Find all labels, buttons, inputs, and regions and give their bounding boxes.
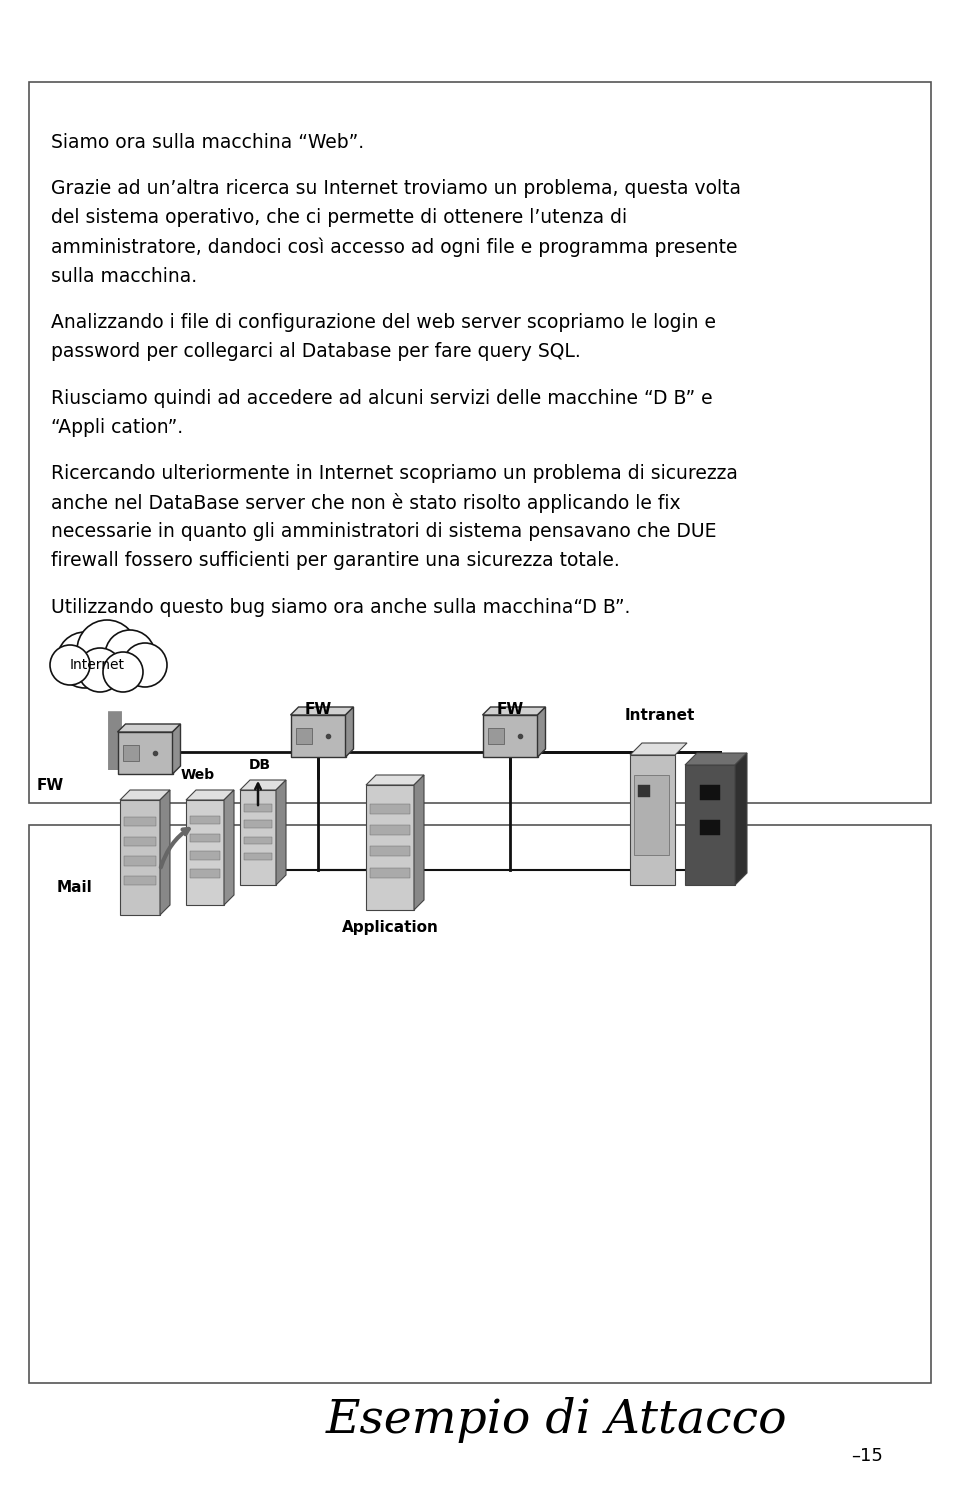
Text: DB: DB [249,758,271,772]
Circle shape [105,630,155,680]
Circle shape [78,648,122,691]
Bar [190,816,220,824]
Bar [370,825,410,836]
Bar [124,837,156,846]
Bar [124,857,156,865]
Polygon shape [735,752,747,885]
Bar [124,876,156,885]
Bar [123,745,138,761]
Circle shape [57,632,113,688]
Polygon shape [538,706,545,757]
Bar [244,852,272,861]
Polygon shape [291,706,353,715]
Polygon shape [685,752,747,764]
Text: Riusciamo quindi ad accedere ad alcuni servizi delle macchine “D B” e: Riusciamo quindi ad accedere ad alcuni s… [51,388,712,407]
Text: Grazie ad un’altra ricerca su Internet troviamo un problema, questa volta: Grazie ad un’altra ricerca su Internet t… [51,180,741,198]
Bar [117,732,173,775]
Bar [634,775,669,855]
Text: Intranet: Intranet [625,708,695,723]
Polygon shape [50,675,180,709]
Text: Application: Application [342,920,439,935]
Polygon shape [366,775,424,785]
Text: del sistema operativo, che ci permette di ottenere l’utenz​a di: del sistema operativo, che ci permette d… [51,208,627,228]
Bar [190,870,220,877]
Bar [296,729,311,744]
Bar [120,800,160,915]
Circle shape [77,620,137,680]
Text: amministratore, dandoci così accesso ad ogni file e programma presente: amministratore, dandoci così accesso ad … [51,238,737,257]
Polygon shape [346,706,353,757]
Polygon shape [117,724,180,732]
Text: FW: FW [304,702,331,718]
Polygon shape [173,724,180,775]
Circle shape [50,645,90,686]
Bar [700,785,720,800]
Bar [244,837,272,845]
Text: anche nel DataBase server che non è stato risolto applicando le fix: anche nel DataBase server che non è stat… [51,494,681,513]
Polygon shape [160,790,170,915]
Bar [190,852,220,859]
Bar [124,818,156,827]
Bar [29,825,931,1383]
Text: “Appli cation”.: “Appli cation”. [51,418,183,437]
Text: Ricercando ulteriormente in Internet scopriamo un problema di sicurezza: Ricercando ulteriormente in Internet sco… [51,464,737,483]
Bar [370,846,410,857]
Bar [366,785,414,910]
Text: Siamo ora sulla macchina “Web”.: Siamo ora sulla macchina “Web”. [51,132,364,152]
Bar [244,804,272,812]
Text: Web: Web [180,767,215,782]
Text: FW: FW [496,702,523,718]
Bar [638,785,650,797]
Polygon shape [630,744,687,755]
Text: Esempio di Attacco: Esempio di Attacco [326,1398,787,1442]
Bar [190,834,220,842]
Bar [700,819,720,836]
Text: sulla macchina.: sulla macchina. [51,266,197,286]
Text: –15: –15 [852,1447,883,1465]
Bar [244,821,272,828]
Text: Utilizzando questo bug siamo ora anche sulla macchina“D B”.: Utilizzando questo bug siamo ora anche s… [51,598,630,617]
Polygon shape [240,781,286,790]
Bar [370,867,410,877]
Text: Analizzando i file di configurazione del web server scopriamo le login e: Analizzando i file di configurazione del… [51,314,716,332]
Bar [291,715,346,757]
Polygon shape [414,775,424,910]
Polygon shape [186,790,234,800]
Circle shape [123,642,167,687]
Text: firewall fossero sufficienti per garantire una sicurezza totale.: firewall fossero sufficienti per garanti… [51,552,619,571]
Bar [488,729,503,744]
Polygon shape [483,706,545,715]
Bar [685,764,735,885]
Bar [483,715,538,757]
Bar [29,82,931,803]
Polygon shape [276,781,286,885]
Text: necessarie in quanto gli amministratori di sistema pensavano che DUE: necessarie in quanto gli amministratori … [51,522,716,541]
Text: FW: FW [36,778,63,793]
Polygon shape [120,790,170,800]
Bar [240,790,276,885]
Text: Mail: Mail [58,880,93,895]
Polygon shape [224,790,234,906]
Bar [370,804,410,813]
Bar [186,800,224,906]
Bar [630,755,675,885]
Circle shape [103,651,143,691]
Text: password per collegarci al Database per fare query SQL.: password per collegarci al Database per … [51,342,581,361]
Text: Internet: Internet [69,659,125,672]
